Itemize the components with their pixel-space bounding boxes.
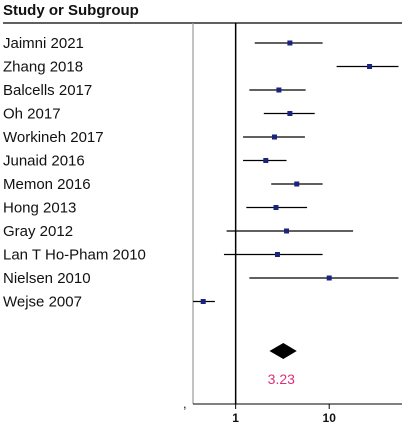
x-tick-label: 10	[323, 411, 337, 425]
study-point-estimate	[287, 40, 293, 46]
study-row: Gray 2012	[3, 223, 354, 240]
study-row: Hong 2013	[3, 200, 308, 217]
study-row: Memon 2016	[3, 176, 323, 193]
study-label: Zhang 2018	[3, 59, 83, 76]
study-label: Workineh 2017	[3, 129, 104, 146]
study-label: Gray 2012	[3, 223, 73, 240]
axis-clipped-glyph: ,	[183, 396, 187, 411]
pooled-diamond	[269, 343, 297, 359]
study-row: Balcells 2017	[3, 82, 306, 99]
study-row: Lan T Ho-Pham 2010	[3, 247, 323, 264]
ticks-layer: 1 10	[232, 404, 336, 425]
study-row: Workineh 2017	[3, 129, 305, 146]
pooled-estimate-label: 3.23	[268, 371, 295, 387]
study-point-estimate	[294, 181, 300, 187]
study-label: Nielsen 2010	[3, 270, 91, 287]
study-point-estimate	[326, 275, 332, 281]
study-row: Junaid 2016	[3, 153, 287, 170]
study-row: Zhang 2018	[3, 59, 399, 76]
study-label: Oh 2017	[3, 106, 61, 123]
study-point-estimate	[274, 252, 280, 257]
study-point-estimate	[287, 111, 293, 116]
pooled-layer: 3.23	[268, 343, 297, 387]
study-point-estimate	[271, 134, 277, 140]
study-label: Balcells 2017	[3, 82, 92, 99]
studies-layer: Jaimni 2021 Zhang 2018 Balcells 2017 Oh 201…	[3, 35, 399, 311]
study-label: Jaimni 2021	[3, 35, 84, 52]
study-point-estimate	[284, 228, 290, 234]
study-point-estimate	[367, 64, 373, 69]
study-point-estimate	[200, 299, 206, 304]
study-row: Oh 2017	[3, 106, 315, 123]
study-point-estimate	[276, 87, 282, 93]
study-point-estimate	[263, 158, 269, 163]
study-label: Wejse 2007	[3, 294, 82, 311]
column-header: Study or Subgroup	[3, 2, 139, 19]
study-point-estimate	[273, 205, 279, 210]
study-row: Jaimni 2021	[3, 35, 323, 52]
x-tick-label: 1	[232, 411, 239, 425]
study-label: Junaid 2016	[3, 153, 85, 170]
study-label: Hong 2013	[3, 200, 76, 217]
study-row: Wejse 2007	[3, 294, 215, 311]
study-row: Nielsen 2010	[3, 270, 399, 287]
study-label: Memon 2016	[3, 176, 91, 193]
study-label: Lan T Ho-Pham 2010	[3, 247, 146, 264]
